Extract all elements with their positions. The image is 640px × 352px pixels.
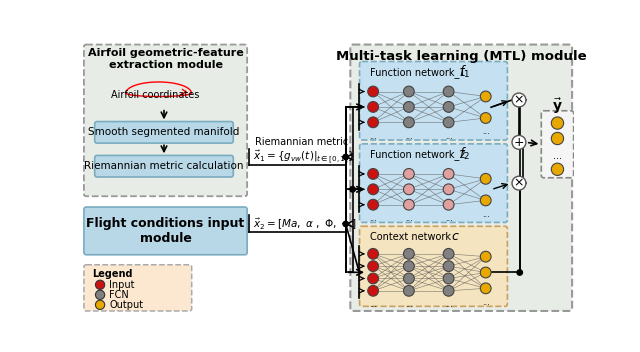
Circle shape <box>403 199 414 210</box>
Text: ...: ... <box>482 210 490 219</box>
Circle shape <box>444 169 454 179</box>
Circle shape <box>480 91 491 102</box>
Text: Smooth segmented manifold: Smooth segmented manifold <box>88 127 239 137</box>
Circle shape <box>551 117 564 129</box>
FancyBboxPatch shape <box>95 156 234 177</box>
Text: Output: Output <box>109 300 143 310</box>
Circle shape <box>444 86 454 97</box>
Text: Legend: Legend <box>92 269 133 279</box>
Text: Flight conditions input
module: Flight conditions input module <box>86 217 244 245</box>
Circle shape <box>368 184 378 195</box>
Circle shape <box>368 117 378 128</box>
Circle shape <box>368 169 378 179</box>
Circle shape <box>403 273 414 284</box>
Circle shape <box>480 174 491 184</box>
Circle shape <box>403 86 414 97</box>
Circle shape <box>403 184 414 195</box>
Circle shape <box>444 184 454 195</box>
Text: ...: ... <box>553 151 562 161</box>
Circle shape <box>368 261 378 271</box>
Circle shape <box>95 290 105 300</box>
Circle shape <box>343 154 348 160</box>
Text: $f_1$: $f_1$ <box>459 63 470 80</box>
FancyBboxPatch shape <box>95 121 234 143</box>
Circle shape <box>444 249 454 259</box>
Circle shape <box>444 285 454 296</box>
Text: $c$: $c$ <box>451 230 460 243</box>
Text: $\vec{x}_1=\{g_{vw}(t)|_{t\in [0,1]}\}$: $\vec{x}_1=\{g_{vw}(t)|_{t\in [0,1]}\}$ <box>253 148 355 166</box>
Text: FCN: FCN <box>109 290 129 300</box>
Circle shape <box>350 187 355 192</box>
Text: ...: ... <box>369 300 377 309</box>
Text: $f_2$: $f_2$ <box>459 146 470 162</box>
Circle shape <box>480 195 491 206</box>
Circle shape <box>517 270 522 275</box>
Text: Riemannian metric calculation: Riemannian metric calculation <box>84 161 244 171</box>
FancyBboxPatch shape <box>350 45 572 311</box>
Circle shape <box>444 117 454 128</box>
Circle shape <box>444 199 454 210</box>
FancyBboxPatch shape <box>84 265 192 311</box>
FancyBboxPatch shape <box>360 226 508 306</box>
Circle shape <box>368 199 378 210</box>
Text: $\vec{x}_2=[Ma,\ \alpha\ ,\ \Phi,\ \cdots]$: $\vec{x}_2=[Ma,\ \alpha\ ,\ \Phi,\ \cdot… <box>253 216 357 232</box>
Circle shape <box>480 267 491 278</box>
Circle shape <box>551 163 564 175</box>
Circle shape <box>403 249 414 259</box>
Circle shape <box>551 132 564 145</box>
FancyBboxPatch shape <box>541 111 573 178</box>
Circle shape <box>368 101 378 112</box>
Circle shape <box>403 101 414 112</box>
Text: ×: × <box>514 177 524 190</box>
Circle shape <box>368 285 378 296</box>
Text: Context network: Context network <box>369 232 451 242</box>
Circle shape <box>403 117 414 128</box>
FancyBboxPatch shape <box>84 45 247 196</box>
Text: ...: ... <box>482 297 490 307</box>
Text: ×: × <box>514 94 524 107</box>
Circle shape <box>368 86 378 97</box>
FancyBboxPatch shape <box>84 207 247 255</box>
Circle shape <box>444 273 454 284</box>
Circle shape <box>480 113 491 124</box>
Text: Function network_2: Function network_2 <box>369 149 465 160</box>
Text: Multi-task learning (MTL) module: Multi-task learning (MTL) module <box>336 50 586 63</box>
Circle shape <box>95 300 105 309</box>
FancyBboxPatch shape <box>360 62 508 140</box>
Text: ...: ... <box>445 300 452 309</box>
Circle shape <box>343 221 348 227</box>
Circle shape <box>403 261 414 271</box>
Circle shape <box>403 285 414 296</box>
Circle shape <box>444 261 454 271</box>
Text: Airfoil geometric-feature
extraction module: Airfoil geometric-feature extraction mod… <box>88 48 243 70</box>
Circle shape <box>480 251 491 262</box>
Text: +: + <box>514 136 524 149</box>
Text: ...: ... <box>405 132 413 140</box>
Circle shape <box>512 93 526 107</box>
Text: Input: Input <box>109 280 135 290</box>
Circle shape <box>512 176 526 190</box>
Circle shape <box>95 280 105 289</box>
Text: ...: ... <box>369 132 377 140</box>
Circle shape <box>368 249 378 259</box>
Text: ...: ... <box>445 132 452 140</box>
Text: ...: ... <box>405 300 413 309</box>
Text: $\vec{\mathbf{y}}$: $\vec{\mathbf{y}}$ <box>552 96 563 116</box>
Circle shape <box>368 273 378 284</box>
Text: ...: ... <box>405 214 413 223</box>
Circle shape <box>444 101 454 112</box>
Text: ...: ... <box>369 214 377 223</box>
Text: Riemannian metric: Riemannian metric <box>255 137 348 147</box>
Circle shape <box>512 136 526 149</box>
Text: ...: ... <box>445 214 452 223</box>
Circle shape <box>403 169 414 179</box>
FancyBboxPatch shape <box>360 144 508 222</box>
Text: ...: ... <box>482 127 490 136</box>
Circle shape <box>480 283 491 294</box>
Text: Function network_1: Function network_1 <box>369 67 465 78</box>
Text: Airfoil coordinates: Airfoil coordinates <box>111 90 199 100</box>
